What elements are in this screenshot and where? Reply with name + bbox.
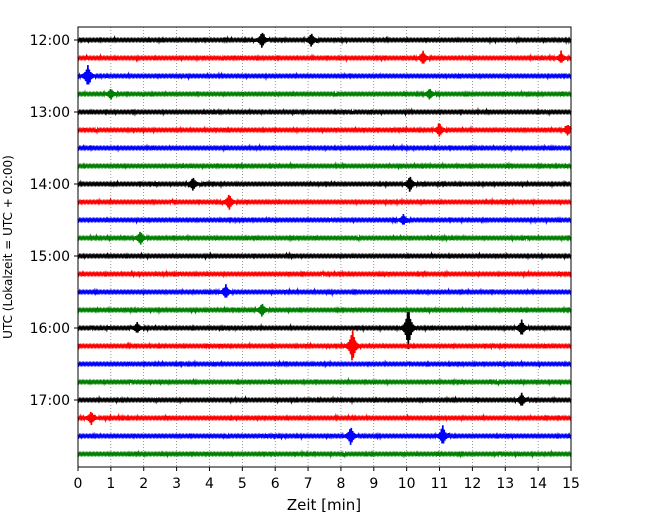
x-tick-label: 10 <box>398 476 416 492</box>
y-axis: 12:00 13:00 14:00 15:00 16:00 17:00 <box>30 33 78 409</box>
y-axis-label: UTC (Lokalzeit = UTC + 02:00) <box>1 155 15 339</box>
x-tick-label: 9 <box>369 476 378 492</box>
x-tick-label: 2 <box>139 476 148 492</box>
seismic-trace <box>77 32 572 48</box>
x-tick-label: 8 <box>336 476 345 492</box>
x-tick-label: 15 <box>562 476 580 492</box>
seismic-trace <box>77 312 572 350</box>
seismic-trace <box>77 50 572 64</box>
x-tick-label: 14 <box>529 476 547 492</box>
seismic-trace <box>77 251 572 261</box>
seismic-trace <box>77 449 572 459</box>
plot-frame <box>77 26 572 468</box>
seismic-traces <box>77 32 572 459</box>
seismic-trace <box>77 88 572 100</box>
seismic-trace <box>77 284 572 298</box>
seismic-trace <box>77 64 572 85</box>
y-tick-label: 14:00 <box>30 177 70 193</box>
seismic-trace <box>77 161 572 171</box>
y-tick-label: 13:00 <box>30 105 70 121</box>
x-tick-label: 5 <box>238 476 247 492</box>
y-tick-label: 15:00 <box>30 249 70 265</box>
x-tick-label: 11 <box>431 476 449 492</box>
x-axis: 0 1 2 3 4 5 6 7 8 9 10 11 12 13 14 15 <box>74 467 580 492</box>
seismic-trace <box>77 425 572 445</box>
seismic-trace <box>77 376 572 387</box>
seismic-trace <box>77 214 572 225</box>
x-tick-label: 7 <box>304 476 313 492</box>
x-tick-label: 12 <box>463 476 481 492</box>
seismic-trace <box>77 411 572 426</box>
x-tick-label: 0 <box>74 476 83 492</box>
seismic-trace <box>77 176 572 192</box>
x-tick-label: 13 <box>496 476 514 492</box>
seismic-trace <box>77 303 572 317</box>
seismic-trace <box>77 269 572 279</box>
seismic-trace <box>77 194 572 210</box>
x-tick-label: 6 <box>271 476 280 492</box>
seismic-trace <box>77 143 572 153</box>
x-axis-label: Zeit [min] <box>287 496 361 514</box>
seismic-trace <box>77 359 572 369</box>
x-tick-label: 3 <box>172 476 181 492</box>
y-tick-label: 12:00 <box>30 33 70 49</box>
y-tick-label: 16:00 <box>30 321 70 337</box>
x-gridlines <box>110 27 539 467</box>
x-tick-label: 1 <box>106 476 115 492</box>
seismic-trace <box>77 123 572 137</box>
x-tick-label: 4 <box>205 476 214 492</box>
seismic-trace <box>77 107 572 117</box>
seismic-trace <box>77 231 572 245</box>
seismic-trace <box>77 330 572 361</box>
y-tick-label: 17:00 <box>30 393 70 409</box>
seismic-trace <box>77 392 572 406</box>
